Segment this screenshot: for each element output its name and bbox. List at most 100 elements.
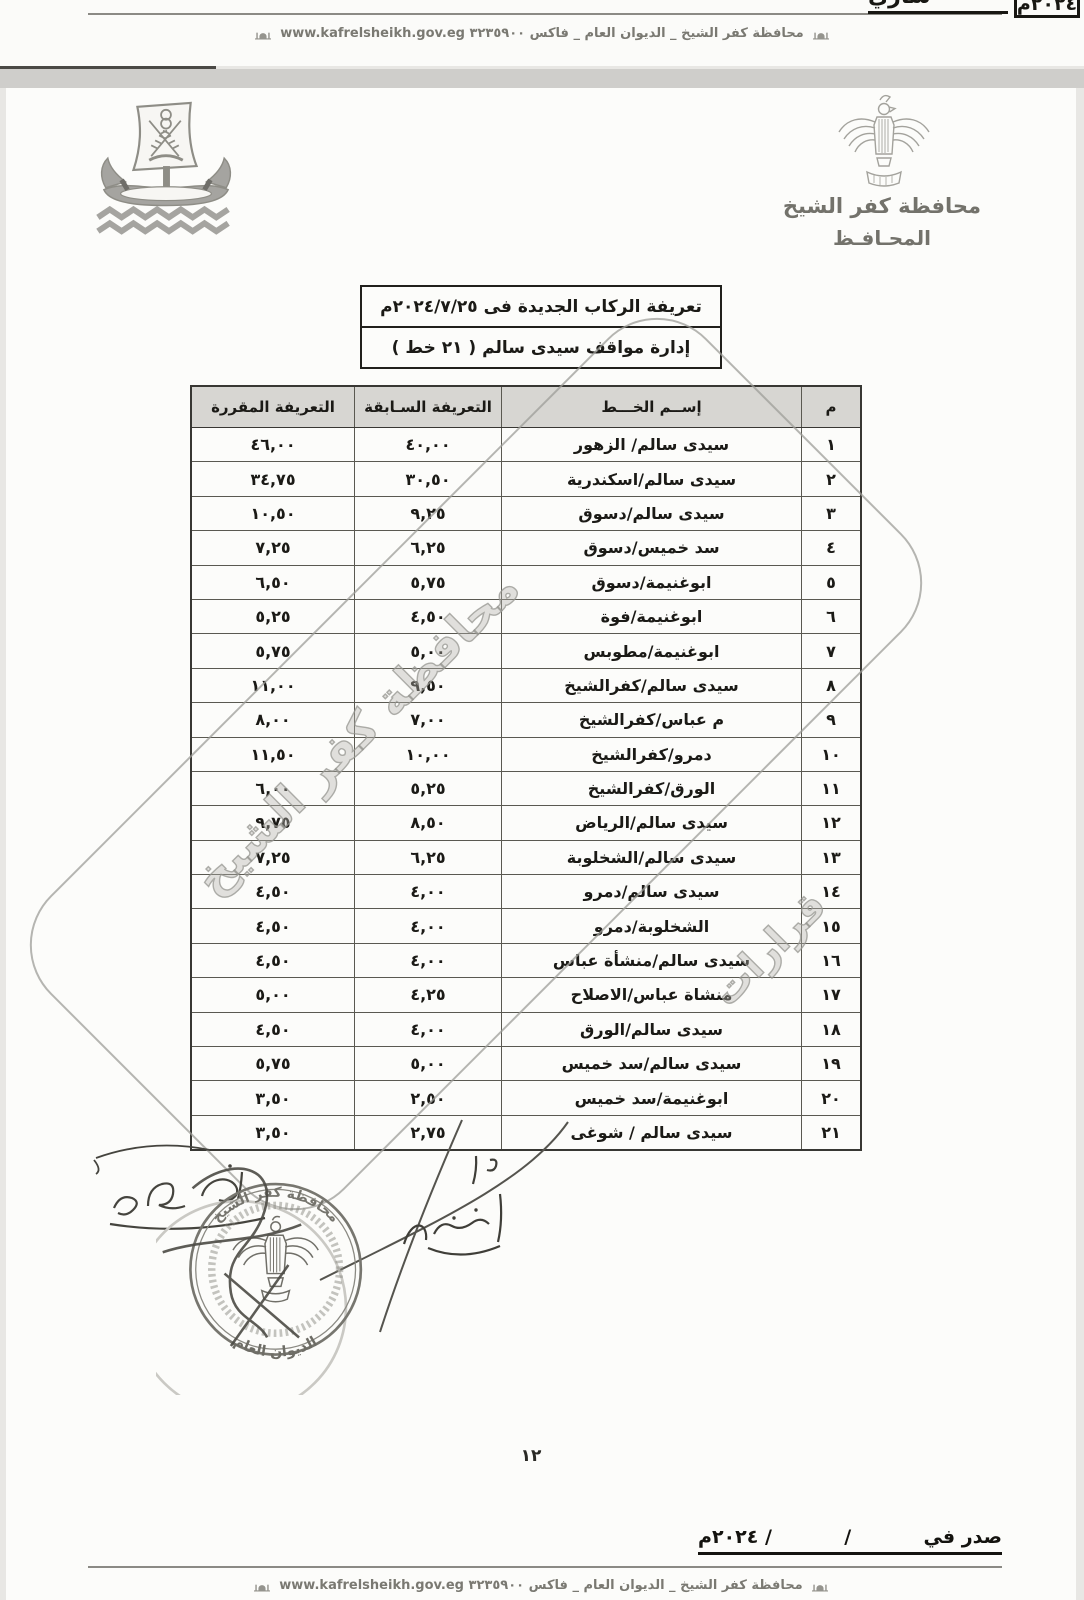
row-number: ٢	[801, 462, 860, 496]
governorate-building-icon	[254, 1584, 271, 1592]
previous-tariff: ٣٠,٥٠	[354, 462, 501, 496]
previous-tariff: ٧,٠٠	[354, 703, 501, 737]
table-row: ١٢ سيدى سالم/الرياض ٨,٥٠ ٩,٧٥	[192, 806, 860, 841]
new-tariff: ١١,٠٠	[250, 675, 296, 695]
issue-date-line: صدر في / / ٢٠٢٤م	[698, 1526, 1002, 1555]
line-name: الشخلوبة/دمرو	[501, 909, 801, 943]
new-tariff: ٥,٧٥	[255, 641, 291, 661]
line-name: سد خميس/دسوق	[501, 531, 801, 565]
kafr-elsheikh-felucca-emblem	[96, 101, 232, 235]
row-number: ١١	[801, 771, 860, 806]
new-tariff: ٤٦,٠٠	[250, 435, 296, 455]
bottom-contact-bar: محافظة كفر الشيخ _ الديوان العام _ فاكس …	[6, 1578, 1076, 1593]
table-row: ١٣ سيدى سالم/الشخلوبة ٦,٢٥ ٧,٢٥	[192, 840, 860, 876]
previous-tariff: ٥,٧٥	[354, 565, 501, 599]
line-name: ابوغنيمة/دسوق	[501, 565, 801, 599]
row-number: ٧	[801, 634, 860, 668]
previous-tariff: ٦,٢٥	[354, 840, 501, 875]
new-tariff: ٧,٢٥	[255, 847, 291, 867]
top-scan-strip: محافظة كفر الشيخ _ الديوان العام _ فاكس …	[0, 0, 1084, 66]
title-line-2: إدارة مواقف سيدى سالم ( ٢١ خط )	[362, 326, 720, 367]
table-header-row: م إســم الخـــط التعريفة السـابقة التعري…	[192, 387, 860, 428]
row-number: ١٨	[801, 1012, 860, 1047]
letterhead-governorate-name: محافظة كفر الشيخ	[782, 194, 982, 218]
new-tariff: ٣,٥٠	[255, 1088, 291, 1108]
line-name: الورق/كفرالشيخ	[501, 771, 801, 806]
top-divider-rule	[88, 13, 1002, 15]
line-name: سيدى سالم/اسكندرية	[501, 462, 801, 496]
new-tariff: ٧,٢٥	[255, 538, 291, 558]
handwritten-signature-2	[402, 1155, 503, 1256]
line-name: سيدى سالم/ الزهور	[501, 428, 801, 462]
table-row: ٦ ابوغنيمة/فوة ٤,٥٠ ٥,٢٥	[192, 599, 860, 635]
title-line-1: تعريفة الركاب الجديدة فى ٢٠٢٤/٧/٢٥م	[380, 296, 702, 317]
handwritten-signature-1	[93, 1144, 266, 1230]
table-row: ٤ سد خميس/دسوق ٦,٢٥ ٧,٢٥	[192, 531, 860, 566]
previous-tariff: ٩,٥٠	[354, 668, 501, 703]
stamp-faint-circle	[156, 1199, 348, 1395]
stamp-bottom-text: الديوان العام	[231, 1334, 320, 1361]
scan-seam-shadow	[0, 66, 216, 71]
scan-seam	[0, 69, 1084, 88]
bottom-contact-text: محافظة كفر الشيخ _ الديوان العام _ فاكس …	[279, 1578, 803, 1593]
letterhead-office-title: المحـافـظ	[833, 226, 931, 250]
previous-tariff: ٤,٠٠	[354, 909, 501, 943]
official-round-stamp: محافظة كفر الشيخ الديوان العام	[156, 1167, 363, 1395]
stamp-eagle	[232, 1215, 319, 1303]
cutoff-validity-word: ساري	[868, 0, 1008, 14]
new-tariff: ١٠,٥٠	[250, 503, 296, 523]
new-tariff: ٩,٧٥	[255, 813, 291, 833]
row-number: ٨	[801, 668, 860, 703]
previous-tariff: ١٠,٠٠	[354, 737, 501, 771]
line-name: ابوغنيمة/فوة	[501, 599, 801, 634]
egypt-eagle-emblem	[838, 94, 930, 187]
document-page: محافظة كفر الشيخ المحـافـظ تعريفة الركاب…	[6, 88, 1076, 1600]
previous-tariff: ٥,٢٥	[354, 771, 501, 806]
waves	[96, 205, 230, 235]
table-row: ٥ ابوغنيمة/دسوق ٥,٧٥ ٦,٥٠	[192, 565, 860, 600]
document-title-box: تعريفة الركاب الجديدة فى ٢٠٢٤/٧/٢٥م إدار…	[360, 285, 722, 369]
table-row: ١ سيدى سالم/ الزهور ٤٠,٠٠ ٤٦,٠٠	[192, 428, 860, 463]
new-tariff: ٤,٥٠	[255, 882, 291, 902]
table-row: ١٧ منشاة عباس/الاصلاح ٤,٢٥ ٥,٠٠	[192, 978, 860, 1013]
tariff-table: م إســم الخـــط التعريفة السـابقة التعري…	[190, 385, 862, 1152]
previous-tariff: ٤,٠٠	[354, 875, 501, 909]
table-row: ٧ ابوغنيمة/مطوبس ٥,٠٠ ٥,٧٥	[192, 634, 860, 669]
table-row: ١١ الورق/كفرالشيخ ٥,٢٥ ٦,٠٠	[192, 771, 860, 807]
issue-day-slash: /	[844, 1526, 852, 1548]
line-name: سيدى سالم/دسوق	[501, 496, 801, 531]
table-row: ١٤ سيدى سالم/دمرو ٤,٠٠ ٤,٥٠	[192, 875, 860, 910]
new-tariff: ١١,٥٠	[250, 744, 296, 764]
previous-tariff: ٤,٠٠	[354, 943, 501, 978]
line-name: سيدى سالم/الشخلوبة	[501, 840, 801, 875]
new-tariff: ٥,٢٥	[255, 607, 291, 627]
previous-tariff: ٦,٢٥	[354, 531, 501, 565]
mast	[163, 166, 170, 190]
previous-tariff: ٨,٥٠	[354, 806, 501, 840]
new-tariff: ٦,٠٠	[255, 779, 291, 799]
new-tariff: ٥,٠٠	[255, 985, 291, 1005]
top-contact-bar: محافظة كفر الشيخ _ الديوان العام _ فاكس …	[0, 26, 1084, 41]
cutoff-year-box: ٢٠٢٤م	[1014, 0, 1080, 18]
table-row: ١٦ سيدى سالم/منشأة عباس ٤,٠٠ ٤,٥٠	[192, 943, 860, 979]
row-number: ١٠	[801, 737, 860, 771]
table-row: ١٥ الشخلوبة/دمرو ٤,٠٠ ٤,٥٠	[192, 909, 860, 944]
line-name: سيدى سالم/منشأة عباس	[501, 943, 801, 978]
new-tariff: ٤,٥٠	[255, 951, 291, 971]
line-name: سيدى سالم/دمرو	[501, 875, 801, 909]
row-number: ١٢	[801, 806, 860, 840]
row-number: ١٦	[801, 943, 860, 978]
line-name: منشاة عباس/الاصلاح	[501, 978, 801, 1012]
page-number: ١٢	[520, 1446, 542, 1466]
row-number: ٢١	[801, 1115, 860, 1150]
table-body: ١ سيدى سالم/ الزهور ٤٠,٠٠ ٤٦,٠٠ ٢ سيدى س…	[192, 428, 860, 1150]
row-number: ٦	[801, 599, 860, 634]
col-header-new-tariff: التعريفة المقررة	[211, 398, 335, 416]
row-number: ١٧	[801, 978, 860, 1012]
previous-tariff: ٤٠,٠٠	[354, 428, 501, 462]
line-name: سيدى سالم/الرياض	[501, 806, 801, 840]
governorate-building-icon	[255, 32, 272, 40]
table-row: ٢٠ ابوغنيمة/سد خميس ٢,٥٠ ٣,٥٠	[192, 1081, 860, 1116]
previous-tariff: ٢,٥٠	[354, 1081, 501, 1115]
